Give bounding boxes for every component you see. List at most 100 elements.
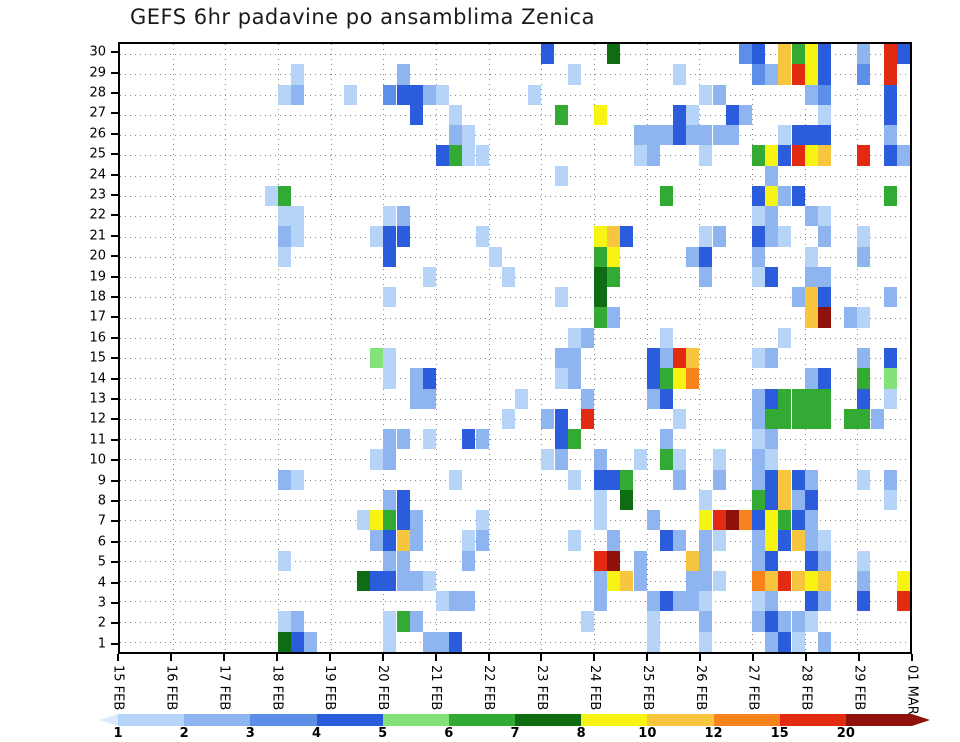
heatmap-cell xyxy=(804,489,818,511)
x-tick-label: 22 FEB xyxy=(481,665,497,711)
heatmap-cell xyxy=(594,570,608,592)
y-tick-mark xyxy=(111,173,118,176)
heatmap-cell xyxy=(370,449,384,470)
heatmap-cell xyxy=(278,185,292,207)
heatmap-cell xyxy=(659,348,673,369)
heatmap-cell xyxy=(778,125,792,146)
heatmap-cell xyxy=(686,125,700,146)
y-tick-label: 16 xyxy=(89,330,106,346)
gridline-horizontal xyxy=(120,601,910,603)
legend-segment xyxy=(647,714,714,726)
heatmap-cell xyxy=(699,266,713,288)
heatmap-cell xyxy=(594,591,608,612)
y-tick-mark xyxy=(111,561,118,564)
heatmap-cell xyxy=(791,185,805,207)
gridline-horizontal xyxy=(120,54,910,56)
heatmap-cell xyxy=(712,226,726,247)
heatmap-cell xyxy=(765,429,779,450)
legend-segment xyxy=(713,714,780,726)
heatmap-cell xyxy=(804,287,818,308)
y-tick-label: 19 xyxy=(89,269,106,285)
heatmap-cell xyxy=(752,246,766,267)
heatmap-cell xyxy=(804,368,818,389)
heatmap-cell xyxy=(383,84,397,105)
gridline-horizontal xyxy=(120,459,910,461)
heatmap-cell xyxy=(765,591,779,612)
heatmap-cell xyxy=(449,631,463,652)
heatmap-cell xyxy=(791,145,805,166)
heatmap-cell xyxy=(883,125,897,146)
heatmap-cell xyxy=(857,307,871,328)
heatmap-cell xyxy=(857,226,871,247)
heatmap-cell xyxy=(436,591,450,612)
y-tick-label: 22 xyxy=(89,207,106,223)
x-tick-mark xyxy=(434,654,437,661)
heatmap-cell xyxy=(501,408,515,430)
heatmap-cell xyxy=(883,348,897,369)
y-tick-label: 12 xyxy=(89,411,106,427)
gridline-vertical xyxy=(594,44,595,652)
heatmap-cell xyxy=(673,449,687,470)
heatmap-cell xyxy=(699,631,713,652)
legend-label: 8 xyxy=(576,726,586,741)
x-tick-label: 20 FEB xyxy=(375,665,391,711)
heatmap-cell xyxy=(291,469,305,490)
heatmap-cell xyxy=(804,246,818,267)
gridline-horizontal xyxy=(120,479,910,481)
heatmap-cell xyxy=(278,246,292,267)
heatmap-cell xyxy=(817,591,831,612)
heatmap-cell xyxy=(278,206,292,227)
heatmap-cell xyxy=(857,44,871,65)
heatmap-cell xyxy=(673,530,687,551)
heatmap-cell xyxy=(422,266,436,288)
gridline-horizontal xyxy=(120,114,910,116)
heatmap-cell xyxy=(343,84,357,105)
y-tick-label: 18 xyxy=(89,289,106,305)
gridline-horizontal xyxy=(120,337,910,339)
legend-arrow-left xyxy=(100,714,118,726)
heatmap-cell xyxy=(278,550,292,571)
gridline-horizontal xyxy=(120,236,910,238)
gridline-vertical xyxy=(172,44,174,652)
heatmap-cell xyxy=(449,145,463,166)
heatmap-cell xyxy=(699,570,713,592)
gridline-horizontal xyxy=(120,500,910,501)
heatmap-cell xyxy=(594,226,608,247)
heatmap-cell xyxy=(778,570,792,592)
heatmap-cell xyxy=(712,84,726,105)
heatmap-cell xyxy=(396,570,410,592)
y-tick-mark xyxy=(111,520,118,523)
heatmap-cell xyxy=(817,104,831,126)
heatmap-cell xyxy=(659,388,673,409)
gridline-horizontal xyxy=(120,540,910,542)
heatmap-cell xyxy=(778,631,792,652)
heatmap-cell xyxy=(659,368,673,389)
x-tick-mark xyxy=(752,654,755,661)
heatmap-cell xyxy=(896,570,910,592)
heatmap-cell xyxy=(804,125,818,146)
heatmap-cell xyxy=(817,266,831,288)
heatmap-cell xyxy=(554,449,568,470)
y-tick-label: 29 xyxy=(89,65,106,81)
heatmap-cell xyxy=(370,226,384,247)
heatmap-cell xyxy=(686,591,700,612)
y-tick-mark xyxy=(111,459,118,462)
heatmap-cell xyxy=(541,449,555,470)
x-tick-label: 19 FEB xyxy=(322,665,338,711)
y-tick-mark xyxy=(111,296,118,298)
y-tick-mark xyxy=(111,622,118,625)
heatmap-cell xyxy=(673,469,687,490)
heatmap-cell xyxy=(712,125,726,146)
heatmap-cell xyxy=(383,429,397,450)
heatmap-cell xyxy=(804,591,818,612)
heatmap-cell xyxy=(804,469,818,490)
heatmap-cell xyxy=(633,449,647,470)
heatmap-cell xyxy=(752,611,766,632)
heatmap-cell xyxy=(778,327,792,348)
heatmap-cell xyxy=(817,226,831,247)
heatmap-cell xyxy=(791,287,805,308)
x-tick-mark xyxy=(487,654,490,661)
legend-label: 20 xyxy=(836,726,855,741)
heatmap-cell xyxy=(857,368,871,389)
y-tick-label: 24 xyxy=(89,167,106,183)
